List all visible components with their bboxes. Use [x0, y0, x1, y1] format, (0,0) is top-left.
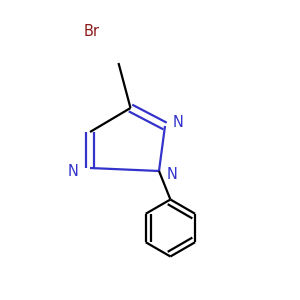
- Text: Br: Br: [83, 24, 100, 39]
- Text: N: N: [68, 164, 79, 179]
- Text: N: N: [173, 115, 184, 130]
- Text: N: N: [167, 167, 178, 182]
